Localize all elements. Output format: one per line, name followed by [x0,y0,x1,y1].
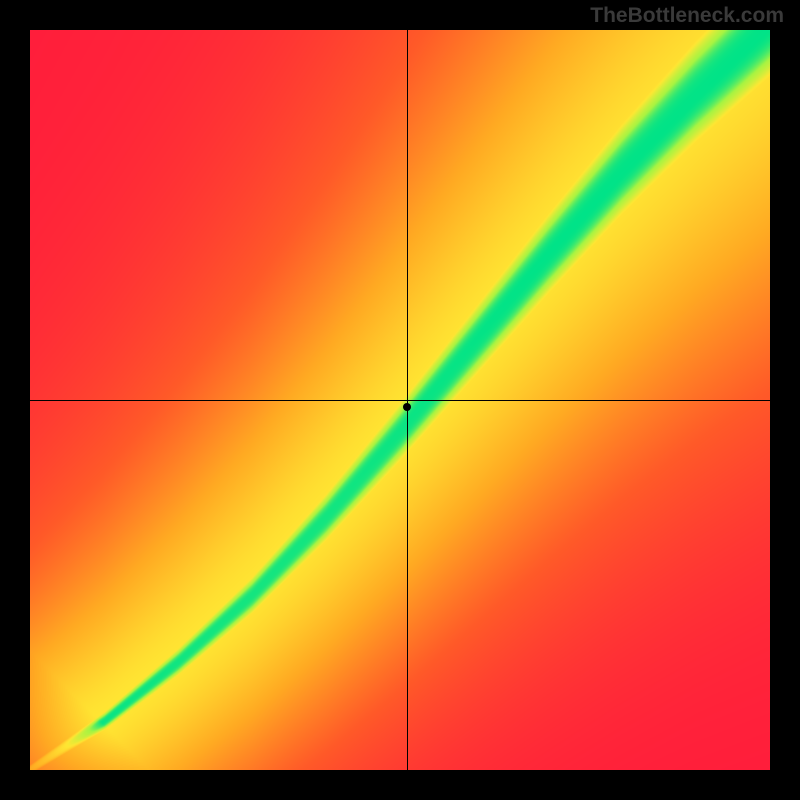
heatmap-plot [30,30,770,770]
marker-point [403,403,411,411]
crosshair-vertical [407,30,408,770]
crosshair-horizontal [30,400,770,401]
watermark-text: TheBottleneck.com [590,4,784,28]
